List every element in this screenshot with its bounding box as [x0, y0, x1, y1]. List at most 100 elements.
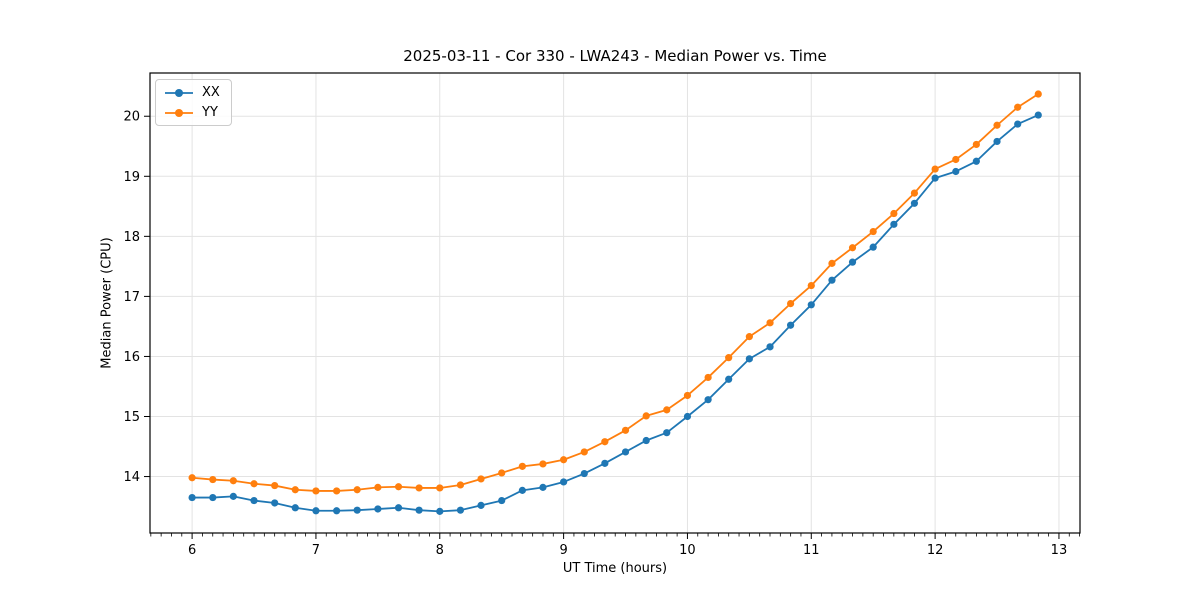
data-point-marker: [477, 475, 485, 483]
data-point-marker: [229, 492, 237, 500]
legend-label-yy: YY: [202, 105, 218, 120]
data-point-marker: [560, 478, 568, 486]
data-point-marker: [560, 456, 568, 464]
data-point-marker: [394, 483, 403, 491]
grid-layer: [150, 73, 1080, 533]
data-point-marker: [890, 220, 898, 228]
chart-title: 2025-03-11 - Cor 330 - LWA243 - Median P…: [403, 47, 827, 65]
series-yy-line: [192, 93, 1039, 492]
data-point-marker: [683, 412, 692, 421]
y-axis-label: Median Power (CPU): [99, 237, 115, 369]
data-point-marker: [518, 486, 526, 494]
plot-area-border: [149, 72, 1081, 534]
data-point-marker: [353, 486, 361, 494]
x-tick-label: 9: [559, 543, 567, 558]
x-tick-label: 13: [1051, 543, 1068, 558]
data-point-marker: [580, 469, 588, 478]
x-tick-label: 11: [803, 543, 820, 558]
data-point-marker: [993, 121, 1001, 129]
data-point-marker: [580, 448, 588, 456]
data-point-marker: [291, 504, 299, 512]
data-point-marker: [621, 448, 630, 456]
x-axis-label: UT Time (hours): [562, 561, 668, 576]
data-point-marker: [972, 140, 980, 149]
data-point-marker: [952, 167, 960, 176]
data-point-marker: [766, 343, 774, 351]
data-point-marker: [601, 459, 609, 467]
data-point-marker: [271, 499, 279, 507]
data-point-marker: [250, 496, 258, 505]
series-xx-line: [192, 114, 1039, 513]
data-point-marker: [828, 259, 836, 267]
data-point-marker: [394, 504, 403, 512]
data-point-marker: [456, 506, 465, 514]
data-point-marker: [910, 189, 919, 197]
y-axis: 14 15 16 17 18 19 20: [123, 110, 150, 485]
data-point-marker: [869, 243, 877, 251]
data-point-marker: [642, 412, 650, 420]
data-point-marker: [745, 355, 753, 363]
data-point-marker: [663, 429, 671, 437]
data-point-marker: [333, 487, 341, 495]
y-tick-label: 19: [123, 170, 140, 185]
data-point-marker: [498, 469, 506, 477]
data-point-marker: [890, 209, 898, 218]
data-point-marker: [271, 481, 279, 490]
data-point-marker: [807, 281, 815, 290]
legend-item-xx: XX: [164, 85, 220, 100]
data-point-marker: [1034, 90, 1042, 98]
legend: XX YY: [155, 79, 232, 126]
data-point-marker: [291, 486, 299, 494]
data-point-marker: [869, 227, 877, 236]
data-point-marker: [683, 391, 692, 400]
data-point-marker: [972, 157, 980, 165]
data-point-marker: [848, 258, 857, 266]
data-point-marker: [188, 493, 196, 502]
data-point-marker: [725, 375, 733, 383]
data-point-marker: [787, 321, 795, 329]
data-point-marker: [539, 483, 547, 491]
data-point-marker: [312, 507, 320, 515]
data-point-marker: [518, 462, 526, 470]
y-tick-label: 16: [123, 350, 140, 365]
data-point-marker: [601, 438, 609, 446]
x-axis: 6 7 8 9 10 11 12 13: [150, 533, 1080, 558]
data-point-marker: [436, 484, 444, 492]
data-point-marker: [415, 484, 423, 492]
data-point-marker: [374, 483, 382, 491]
data-point-marker: [456, 481, 465, 489]
y-tick-label: 18: [123, 230, 140, 245]
data-point-marker: [415, 506, 423, 514]
data-point-marker: [952, 155, 960, 164]
x-tick-label: 6: [188, 543, 196, 558]
data-point-marker: [209, 493, 217, 502]
data-point-marker: [1034, 111, 1042, 119]
data-point-marker: [229, 477, 237, 485]
data-point-marker: [766, 319, 774, 327]
data-point-marker: [787, 300, 795, 308]
y-tick-label: 17: [123, 290, 140, 305]
data-point-marker: [745, 333, 753, 341]
data-point-marker: [498, 496, 506, 505]
y-tick-label: 20: [123, 110, 140, 125]
x-tick-label: 10: [679, 543, 696, 558]
data-point-marker: [621, 426, 630, 434]
data-point-marker: [807, 301, 815, 309]
x-tick-label: 7: [312, 543, 320, 558]
data-point-marker: [642, 436, 650, 445]
data-point-marker: [704, 373, 712, 382]
data-point-marker: [209, 475, 217, 484]
y-tick-label: 15: [123, 410, 140, 425]
data-point-marker: [1014, 103, 1022, 111]
data-point-marker: [848, 244, 857, 252]
data-point-marker: [188, 474, 196, 482]
series-xx: [188, 111, 1042, 515]
x-tick-label: 8: [436, 543, 444, 558]
data-point-marker: [704, 396, 712, 404]
x-tick-label: 12: [927, 543, 944, 558]
legend-label-xx: XX: [202, 85, 220, 100]
y-tick-label: 14: [123, 470, 140, 485]
xx-line-swatch: [165, 88, 193, 97]
